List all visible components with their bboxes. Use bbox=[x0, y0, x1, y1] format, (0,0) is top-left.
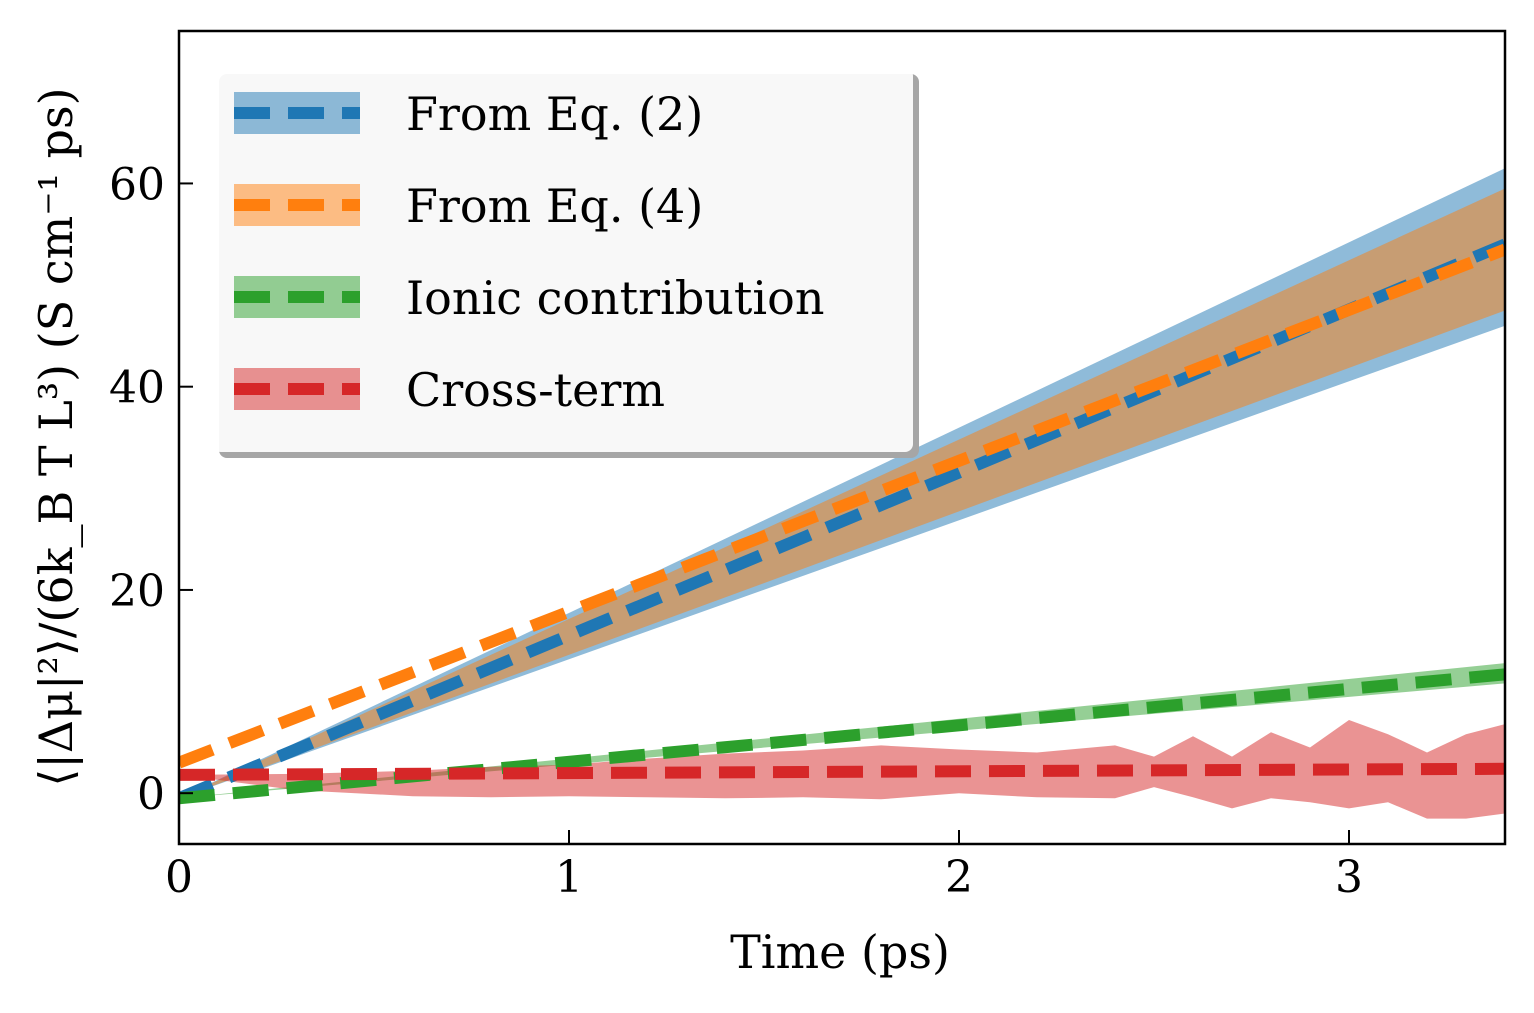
band-from-eq-2 bbox=[179, 168, 1505, 799]
x-axis-label: Time (ps) bbox=[730, 925, 950, 979]
legend-label-from-eq-2: From Eq. (2) bbox=[406, 87, 703, 141]
line-from-eq-4 bbox=[179, 243, 1505, 769]
plot-frame bbox=[177, 29, 1507, 846]
legend: From Eq. (2) From Eq. (4) Ionic contributi… bbox=[213, 68, 919, 458]
x-tick-label: 2 bbox=[945, 852, 973, 903]
axis-ticks: 0 1 2 3 0 20 40 60 bbox=[109, 159, 1363, 903]
band-from-eq-4 bbox=[179, 188, 1505, 799]
x-tick-label: 3 bbox=[1335, 852, 1363, 903]
y-axis-label: ⟨|Δμ|²⟩/(6k_B T L³) (S cm⁻¹ ps) bbox=[29, 87, 83, 786]
series-lines bbox=[179, 238, 1505, 805]
y-tick-label: 40 bbox=[109, 363, 165, 414]
y-tick-label: 0 bbox=[137, 769, 165, 820]
legend-label-from-eq-4: From Eq. (4) bbox=[406, 179, 703, 233]
x-tick-label: 0 bbox=[165, 852, 193, 903]
axes-frame bbox=[177, 29, 1507, 846]
y-tick-label: 60 bbox=[109, 159, 165, 210]
line-cross-term bbox=[179, 762, 1505, 781]
legend-label-cross-term: Cross-term bbox=[406, 363, 665, 417]
legend-box bbox=[213, 68, 913, 452]
x-tick-label: 1 bbox=[555, 852, 583, 903]
legend-label-ionic-contribution: Ionic contribution bbox=[406, 271, 824, 325]
y-tick-label: 20 bbox=[109, 566, 165, 617]
line-from-eq-2 bbox=[179, 238, 1505, 804]
